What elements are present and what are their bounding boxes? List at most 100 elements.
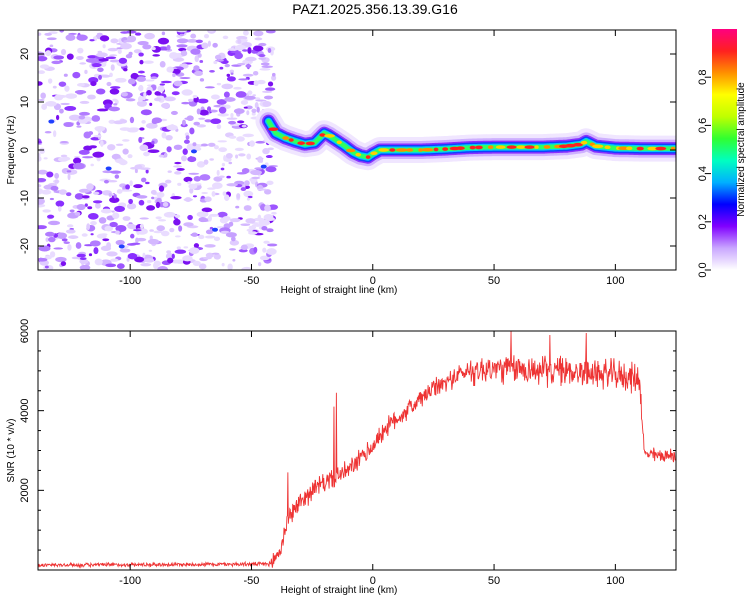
noise-blob [147, 149, 160, 154]
noise-blob [84, 203, 88, 207]
noise-blob [204, 235, 216, 239]
noise-blob [76, 91, 84, 95]
noise-blob [228, 135, 237, 139]
noise-blob [92, 151, 105, 158]
noise-blob [164, 179, 172, 184]
ridge-hotspot [288, 138, 294, 142]
noise-blob [242, 49, 248, 52]
ridge-hotspot [604, 145, 611, 150]
noise-blob [121, 91, 128, 97]
noise-blob [65, 93, 78, 99]
noise-blob [212, 42, 218, 48]
noise-blob [262, 148, 270, 155]
noise-blob [146, 122, 158, 129]
noise-blob [253, 45, 264, 52]
noise-blob [226, 183, 238, 187]
x-axis-label: Height of straight line (km) [281, 585, 398, 596]
noise-blob [187, 181, 192, 185]
noise-blob [247, 195, 253, 199]
noise-blob [157, 266, 169, 270]
noise-blob [226, 76, 236, 82]
noise-blob [102, 238, 110, 242]
noise-blob [94, 125, 106, 132]
noise-blob [151, 117, 163, 124]
noise-blob [38, 169, 48, 175]
noise-blob [47, 214, 55, 219]
noise-blob [263, 95, 274, 100]
noise-blob [243, 190, 254, 198]
noise-blob [227, 48, 238, 51]
snr-series-line [38, 331, 676, 569]
noise-blob [198, 234, 205, 240]
noise-blob [265, 155, 273, 159]
figure-title: PAZ1.2025.356.13.39.G16 [292, 1, 458, 17]
noise-blob [199, 109, 209, 116]
colorbar-tick-label: 0.6 [697, 118, 709, 133]
noise-blob [44, 265, 49, 269]
noise-blob [245, 105, 253, 110]
noise-blob [224, 97, 236, 102]
noise-blob [225, 152, 233, 159]
noise-blob [226, 175, 231, 179]
colorbar-tick-label: 0.0 [697, 262, 709, 277]
noise-blob [38, 257, 48, 262]
noise-blob [179, 33, 185, 37]
noise-blob [46, 171, 54, 178]
noise-blob [151, 196, 155, 200]
y-axis-label: SNR (10 * v/v) [6, 419, 17, 483]
ridge-hotspot [389, 148, 396, 152]
noise-blob [196, 124, 207, 128]
noise-blob [234, 44, 247, 51]
noise-blob [222, 191, 227, 196]
ridge-hotspot [433, 147, 439, 152]
noise-blob [194, 55, 199, 63]
noise-blob [139, 127, 145, 131]
noise-blob [38, 140, 43, 144]
colorbar-tick-label: 0.8 [697, 70, 709, 85]
noise-blob [203, 159, 209, 165]
noise-blob [120, 31, 130, 34]
noise-blob [237, 120, 245, 124]
noise-blob [109, 221, 118, 228]
noise-blob [187, 98, 194, 102]
noise-blob [153, 262, 159, 270]
noise-blob [234, 147, 244, 151]
noise-blob [170, 110, 178, 116]
noise-blob [59, 30, 64, 33]
noise-blob [120, 189, 133, 192]
noise-blob [54, 179, 59, 184]
ridge-hotspot [442, 147, 449, 151]
noise-blob [118, 57, 128, 64]
noise-blob [245, 56, 257, 62]
noise-blob [87, 55, 98, 59]
noise-blob [92, 63, 102, 68]
noise-blob [211, 182, 223, 189]
ridge-hotspot [524, 145, 535, 149]
noise-blob [174, 249, 187, 254]
noise-blob [221, 162, 226, 167]
noise-blob [163, 152, 168, 158]
noise-blob [188, 183, 198, 190]
x-tick-label: -50 [244, 275, 260, 287]
noise-blob [109, 88, 120, 95]
noise-blob [194, 70, 203, 77]
noise-blob [107, 180, 118, 183]
noise-blob [57, 206, 62, 212]
noise-blob [41, 189, 52, 195]
noise-blob [116, 189, 123, 194]
noise-blob [180, 50, 188, 57]
noise-blob [267, 81, 274, 87]
noise-blob [98, 217, 107, 224]
noise-blob [204, 34, 210, 39]
noise-blob [217, 113, 229, 117]
noise-blob [110, 170, 122, 174]
noise-blob [217, 140, 228, 143]
noise-blob [198, 263, 207, 270]
noise-blob [248, 231, 258, 235]
ridge-hotspot [618, 146, 629, 151]
noise-blob [102, 44, 106, 49]
noise-blob [38, 32, 42, 36]
noise-blob [38, 98, 45, 101]
noise-blob [170, 196, 182, 200]
noise-blob [230, 72, 234, 75]
